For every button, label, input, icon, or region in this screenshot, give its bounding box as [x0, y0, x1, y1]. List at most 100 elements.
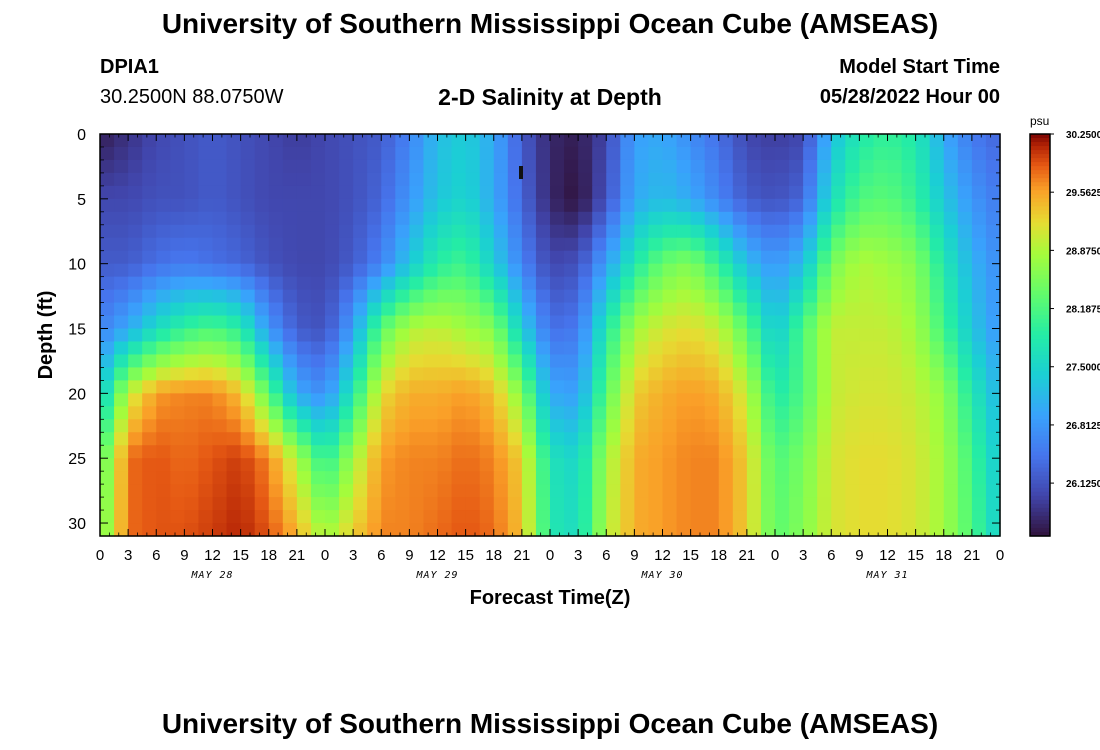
heatmap-cell: [142, 276, 157, 291]
heatmap-cell: [381, 523, 396, 537]
heatmap-cell: [493, 367, 509, 381]
heatmap-cell: [465, 276, 481, 291]
heatmap-cell: [817, 497, 832, 511]
heatmap-cell: [535, 341, 551, 356]
heatmap-cell: [606, 159, 621, 174]
heatmap-cell: [732, 432, 748, 446]
colorbar-swatch: [1030, 411, 1050, 416]
heatmap-cell: [971, 185, 987, 200]
heatmap-cell: [845, 237, 860, 252]
heatmap-cell: [648, 484, 664, 498]
heatmap-cell: [550, 134, 565, 148]
heatmap-cell: [381, 159, 396, 174]
heatmap-cell: [831, 159, 846, 174]
heatmap-cell: [325, 367, 340, 381]
heatmap-cell: [845, 146, 860, 161]
heatmap-cell: [648, 315, 664, 330]
heatmap-cell: [296, 224, 312, 239]
heatmap-cell: [929, 393, 945, 407]
heatmap-cell: [268, 315, 284, 330]
heatmap-cell: [943, 159, 959, 174]
heatmap-cell: [395, 471, 410, 485]
heatmap-cell: [564, 354, 579, 369]
heatmap-cell: [718, 341, 734, 356]
heatmap-cell: [423, 224, 439, 239]
heatmap-cell: [873, 523, 889, 537]
heatmap-cell: [789, 445, 804, 459]
colorbar-swatch: [1030, 443, 1050, 449]
heatmap-cell: [353, 354, 368, 369]
heatmap-cell: [732, 484, 748, 498]
heatmap-cell: [845, 380, 860, 394]
heatmap-cell: [479, 406, 495, 420]
heatmap-cell: [929, 237, 945, 252]
station-coordinates: 30.2500N 88.0750W: [100, 86, 284, 108]
heatmap-cell: [254, 289, 270, 304]
heatmap-cell: [395, 510, 410, 524]
heatmap-cell: [718, 484, 734, 498]
heatmap-cell: [296, 276, 312, 291]
heatmap-cell: [915, 134, 931, 148]
heatmap-cell: [128, 134, 143, 148]
heatmap-cell: [915, 159, 931, 174]
heatmap-cell: [634, 432, 650, 446]
colorbar-swatch: [1030, 198, 1050, 203]
heatmap-cell: [620, 159, 635, 174]
heatmap-cell: [971, 289, 987, 304]
heatmap-cell: [929, 406, 945, 420]
heatmap-cell: [198, 315, 214, 330]
heatmap-cell: [465, 250, 481, 265]
heatmap-cell: [606, 237, 621, 252]
heatmap-cell: [915, 198, 931, 213]
heatmap-cell: [128, 406, 143, 420]
heatmap-cell: [170, 341, 185, 356]
heatmap-cell: [760, 484, 776, 498]
heatmap-cell: [704, 458, 720, 472]
heatmap-cell: [479, 302, 495, 317]
heatmap-cell: [423, 211, 439, 226]
heatmap-cell: [451, 484, 467, 498]
heatmap-cell: [971, 393, 987, 407]
heatmap-cell: [746, 315, 762, 330]
heatmap-cell: [310, 263, 326, 278]
heatmap-cell: [409, 523, 425, 537]
heatmap-cell: [367, 315, 382, 330]
heatmap-cell: [114, 471, 129, 485]
heatmap-cell: [451, 393, 467, 407]
heatmap-cell: [198, 445, 214, 459]
heatmap-cell: [409, 367, 425, 381]
heatmap-cell: [212, 315, 228, 330]
heatmap-cell: [550, 276, 565, 291]
heatmap-cell: [606, 198, 621, 213]
heatmap-cell: [507, 471, 523, 485]
colorbar-swatch: [1030, 154, 1050, 159]
heatmap-cell: [775, 276, 790, 291]
heatmap-cell: [620, 237, 635, 252]
heatmap-cell: [451, 211, 467, 226]
heatmap-cell: [226, 484, 242, 498]
heatmap-cell: [929, 341, 945, 356]
heatmap-cell: [184, 341, 200, 356]
heatmap-cell: [423, 445, 439, 459]
heatmap-cell: [170, 354, 185, 369]
heatmap-cell: [226, 172, 242, 187]
heatmap-cell: [423, 263, 439, 278]
heatmap-cell: [535, 328, 551, 343]
heatmap-cell: [170, 510, 185, 524]
x-tick-label: 12: [204, 547, 221, 564]
heatmap-cell: [873, 289, 889, 304]
heatmap-cell: [282, 146, 298, 161]
heatmap-cell: [859, 302, 875, 317]
heatmap-cell: [578, 289, 593, 304]
heatmap-cell: [929, 134, 945, 148]
heatmap-cell: [325, 497, 340, 511]
heatmap-cell: [690, 341, 706, 356]
heatmap-cell: [465, 159, 481, 174]
heatmap-cell: [100, 237, 115, 252]
heatmap-cell: [789, 328, 804, 343]
heatmap-cell: [915, 276, 931, 291]
heatmap-cell: [746, 276, 762, 291]
heatmap-cell: [732, 328, 748, 343]
colorbar-swatch: [1030, 282, 1050, 288]
colorbar-swatch: [1030, 527, 1050, 533]
